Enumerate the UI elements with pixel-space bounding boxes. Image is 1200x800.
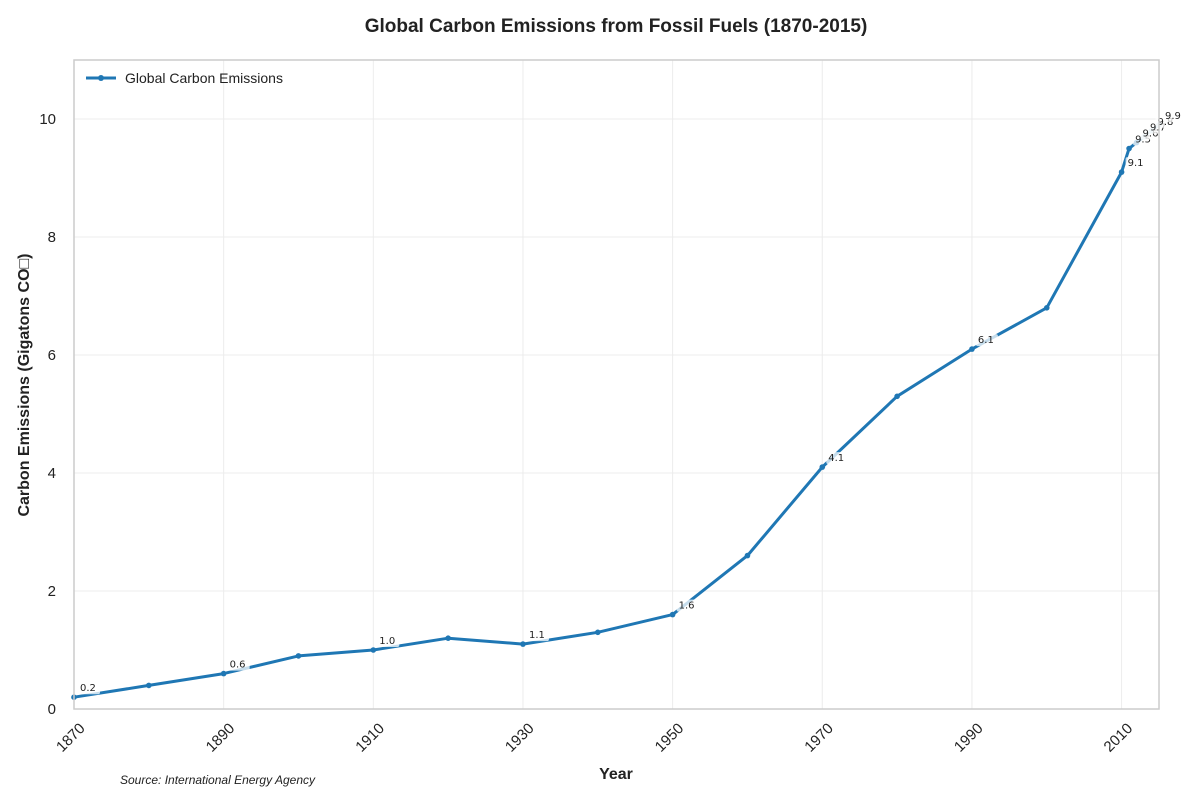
data-point: [520, 641, 526, 647]
x-axis-ticks: 1870 1890 1910 1930 1950 1970 1990 2010: [53, 720, 1136, 756]
legend-entry-label: Global Carbon Emissions: [125, 70, 283, 86]
data-label: 1.6: [679, 601, 695, 612]
series-line: [73, 123, 1160, 699]
x-tick-label: 1950: [652, 720, 688, 756]
data-point: [295, 653, 302, 659]
data-point: [1118, 169, 1125, 175]
legend: Global Carbon Emissions: [86, 70, 283, 86]
data-label-background: [377, 635, 400, 647]
x-tick-label: 1890: [203, 720, 239, 756]
data-point: [969, 346, 975, 352]
data-point: [445, 635, 451, 641]
data-label: 0.2: [80, 683, 96, 694]
y-axis-ticks: 0 2 4 6 8 10: [39, 111, 56, 718]
data-label: 0.6: [230, 660, 246, 671]
chart-title: Global Carbon Emissions from Fossil Fuel…: [365, 16, 868, 37]
x-tick-label: 2010: [1101, 720, 1137, 756]
data-point: [1126, 145, 1132, 152]
data-label-background: [975, 334, 998, 347]
data-label-background: [676, 599, 699, 612]
x-tick-label: 1970: [801, 720, 837, 756]
series-line-layer: [71, 122, 1162, 700]
data-point: [819, 464, 826, 470]
data-label: 6.1: [978, 335, 994, 346]
data-label-background: [78, 682, 100, 695]
x-axis-label: Year: [599, 766, 633, 783]
data-point: [370, 647, 377, 653]
x-tick-label: 1990: [951, 720, 987, 756]
data-point: [1043, 305, 1050, 311]
data-label: 1.1: [529, 630, 545, 641]
data-label-background: [526, 629, 549, 642]
y-axis-label: Carbon Emissions (Gigatons CO□): [16, 253, 33, 516]
data-label: 9.7: [1150, 123, 1166, 134]
y-tick-label: 10: [39, 111, 56, 128]
x-tick-label: 1930: [502, 720, 538, 756]
legend-marker-swatch: [98, 75, 104, 81]
data-label-background: [227, 658, 250, 671]
data-label: 1.0: [379, 636, 395, 647]
data-label: 9.9: [1165, 111, 1181, 122]
data-point: [594, 629, 601, 636]
data-point: [146, 682, 152, 689]
data-label-background: [1125, 157, 1148, 170]
x-tick-label: 1870: [53, 720, 89, 756]
data-point: [669, 611, 676, 618]
data-label-background: [826, 452, 849, 465]
data-point: [220, 670, 227, 677]
data-labels: 0.2 0.6 1.0 1.1 1.6 4.1 6.1 9.1 9.59.69.79.89.9: [78, 109, 1185, 695]
data-label: 9.6: [1143, 129, 1159, 140]
y-tick-label: 4: [48, 465, 56, 482]
data-point: [894, 393, 900, 400]
data-label-background: [1163, 109, 1185, 122]
source-note: Source: International Energy Agency: [120, 773, 316, 787]
data-label: 9.8: [1158, 117, 1174, 128]
data-label: 9.5: [1135, 135, 1151, 146]
data-point: [744, 552, 751, 559]
y-tick-label: 8: [48, 229, 56, 246]
plot-area-frame: [73, 59, 1160, 710]
y-tick-label: 2: [48, 583, 56, 600]
data-label: 4.1: [828, 453, 844, 464]
y-tick-label: 0: [48, 701, 56, 718]
data-label: 9.1: [1128, 158, 1144, 169]
x-tick-label: 1910: [352, 720, 388, 756]
y-tick-label: 6: [48, 347, 56, 364]
grid-lines: [73, 60, 1159, 710]
